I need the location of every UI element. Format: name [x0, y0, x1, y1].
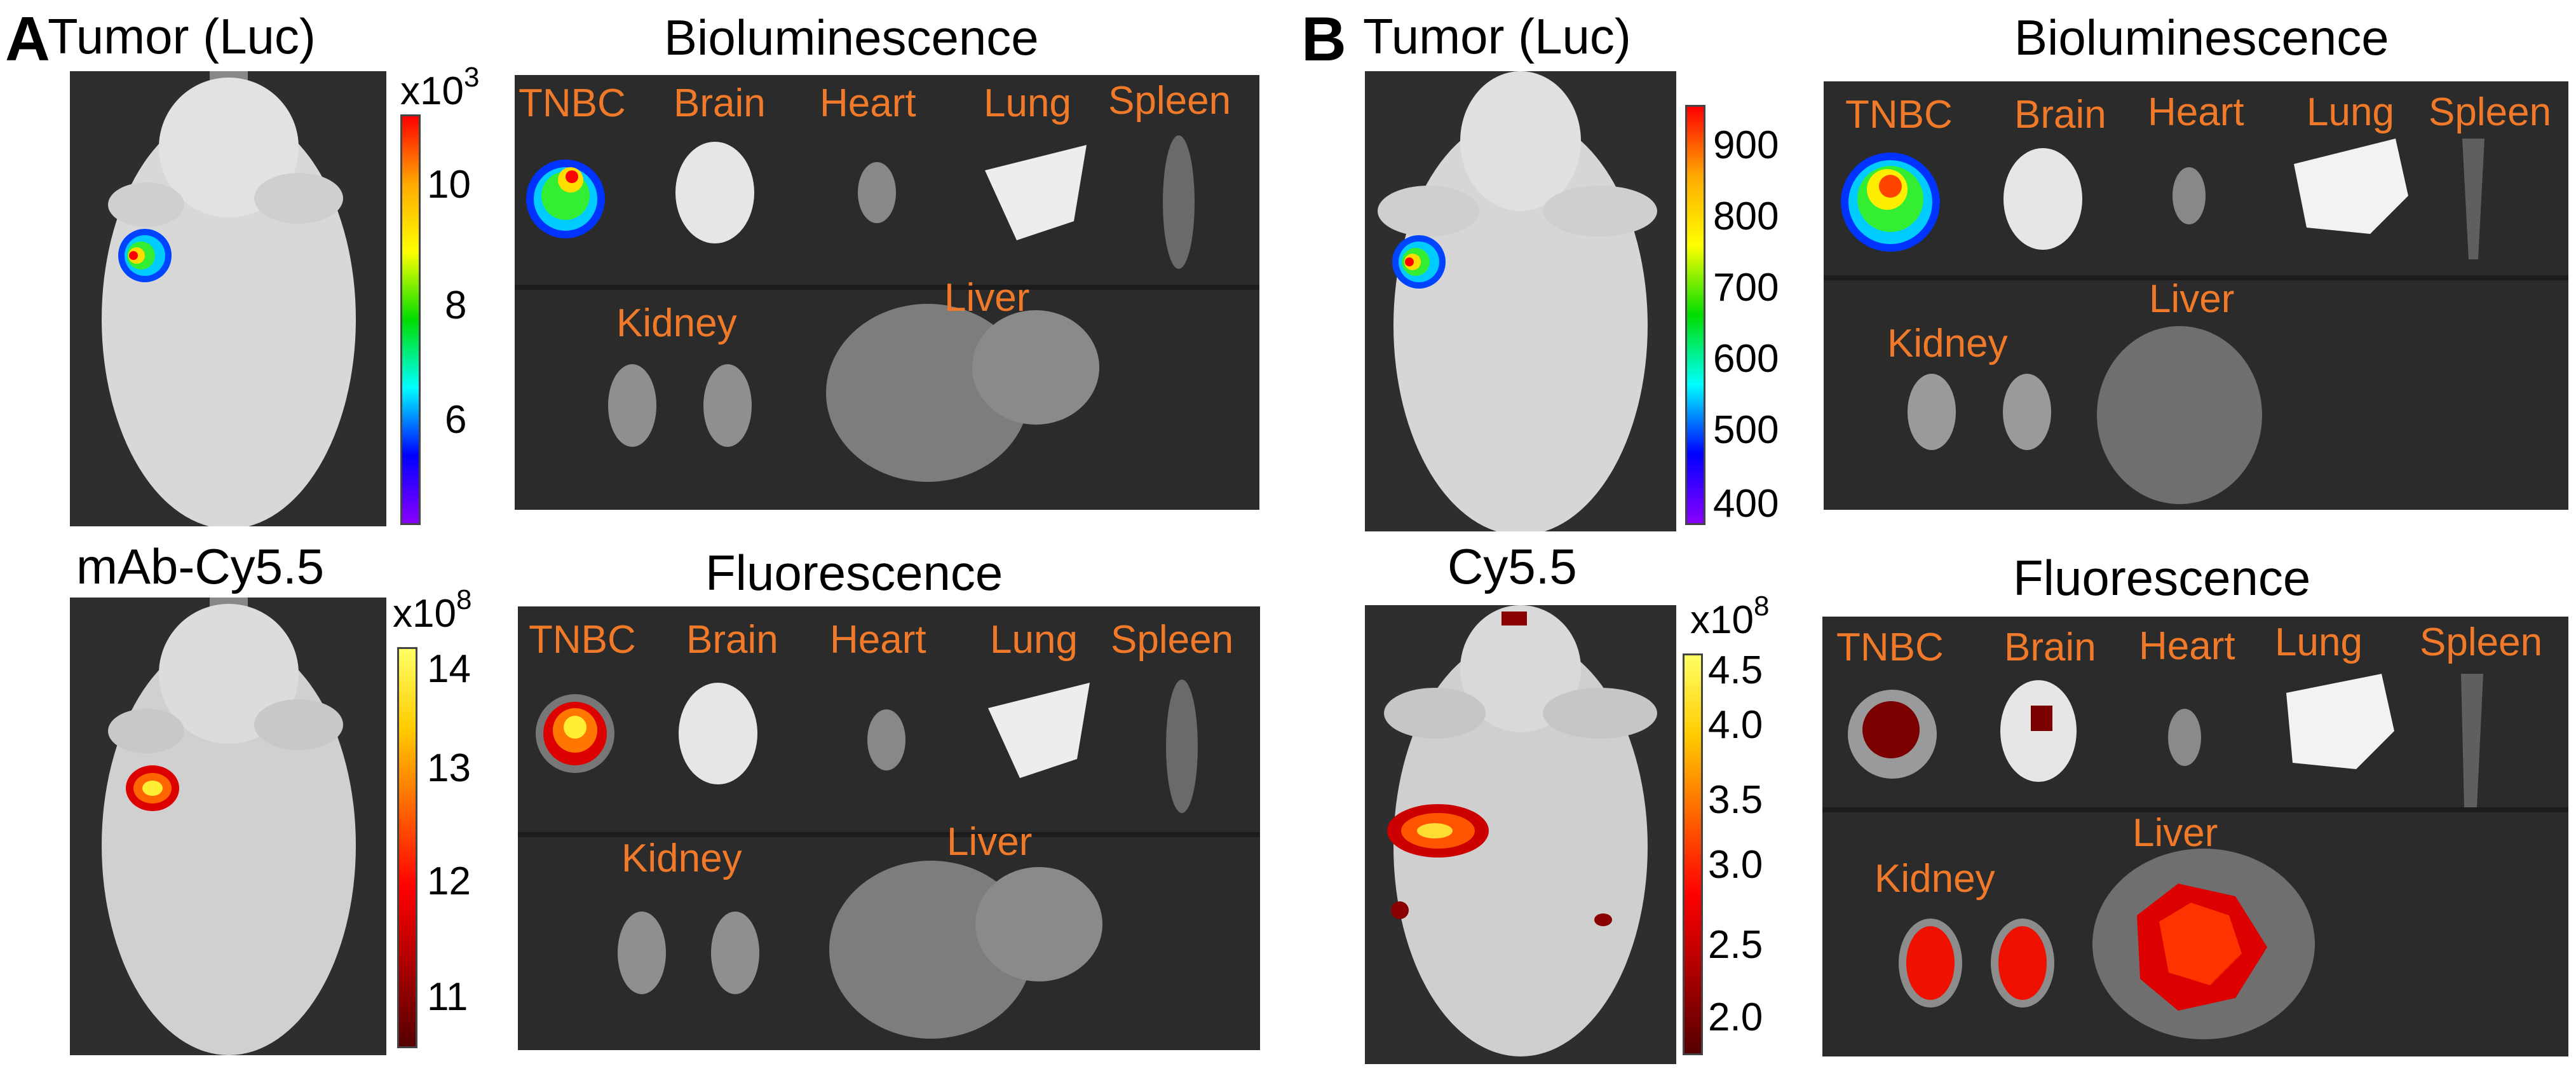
panel-b-top-label-brain: Brain	[2014, 93, 2106, 137]
panel-a-bottom-label-tnbc: TNBC	[529, 618, 636, 662]
panel-a-bottom-label-heart: Heart	[830, 618, 926, 662]
panel-b-bottom-colorbar-tick: 4.5	[1708, 648, 1763, 692]
panel-b-bottom-colorbar-exponent: x108	[1690, 591, 1770, 642]
panel-a-top-label-spleen: Spleen	[1108, 79, 1231, 123]
panel-a-bottom-organ-image	[518, 606, 1260, 1050]
panel-a-top-label-liver: Liver	[944, 276, 1030, 320]
panel-b-top-label-tnbc: TNBC	[1845, 93, 1953, 137]
panel-a-bottom-label-brain: Brain	[686, 618, 778, 662]
panel-a-top-mouse-drawing	[102, 71, 356, 526]
panel-a-bottom-colorbar-tick: 12	[427, 859, 471, 903]
panel-b-bottom-label-heart: Heart	[2139, 624, 2235, 668]
panel-a-bottom-organ-drawing	[518, 680, 1260, 1039]
panel-b-top-mouse-image	[1365, 71, 1676, 531]
panel-b-top-colorbar-tick: 700	[1713, 266, 1779, 310]
panel-a-top-label-heart: Heart	[820, 81, 916, 125]
panel-b-top-mouse-title: Tumor (Luc)	[1363, 8, 1631, 64]
panel-a-top-colorbar-exponent: x103	[400, 62, 480, 113]
panel-b-top-organ-image	[1824, 81, 2568, 510]
panel-b-top-label-spleen: Spleen	[2429, 90, 2552, 134]
panel-b-top-organ-title: Bioluminescence	[2014, 10, 2389, 65]
panel-a-bottom-mouse-title: mAb-Cy5.5	[76, 538, 325, 594]
panel-a-bottom-mouse-image	[70, 598, 386, 1055]
panel-a-top-label-kidney: Kidney	[616, 301, 737, 345]
panel-b-letter: B	[1301, 4, 1346, 74]
panel-a-top-organ-drawing	[515, 135, 1259, 482]
panel-b-bottom-label-spleen: Spleen	[2420, 620, 2543, 664]
panel-b-bottom-colorbar	[1683, 653, 1703, 1055]
panel-b-bottom-mouse-drawing	[1384, 605, 1657, 1056]
panel-a-top-colorbar-tick: 10	[427, 163, 471, 207]
panel-b-top-label-heart: Heart	[2148, 90, 2244, 134]
panel-a-bottom-label-lung: Lung	[990, 618, 1078, 662]
panel-b-bottom-organ-drawing	[1822, 674, 2568, 1039]
panel-a-top-colorbar-tick: 8	[445, 284, 467, 327]
panel-a-top-label-lung: Lung	[984, 81, 1071, 125]
panel-b-bottom-label-liver: Liver	[2132, 811, 2218, 855]
panel-b-bottom-colorbar-tick: 2.0	[1708, 995, 1763, 1039]
panel-a-bottom-colorbar	[397, 647, 417, 1048]
panel-b-top-organ-drawing	[1824, 139, 2568, 504]
panel-b-top-mouse-drawing	[1378, 71, 1657, 531]
panel-b-top-label-lung: Lung	[2307, 90, 2394, 134]
panel-b-top-colorbar	[1685, 105, 1705, 525]
panel-a-top-mouse-title: Tumor (Luc)	[48, 8, 316, 64]
panel-a-top-colorbar	[400, 114, 421, 525]
panel-a-top-organ-image	[515, 75, 1259, 510]
panel-b-top-colorbar-tick: 400	[1713, 482, 1779, 526]
panel-b-bottom-colorbar-tick: 3.0	[1708, 843, 1763, 887]
panel-a-bottom-colorbar-tick: 11	[427, 975, 468, 1019]
panel-b-top-label-liver: Liver	[2149, 277, 2235, 321]
panel-a-top-organ-title: Bioluminescence	[664, 10, 1039, 65]
panel-a-bottom-label-spleen: Spleen	[1111, 618, 1234, 662]
panel-a-top-colorbar-tick: 6	[445, 398, 467, 442]
panel-b-bottom-colorbar-tick: 4.0	[1708, 703, 1763, 747]
panel-b-bottom-organ-image	[1822, 617, 2568, 1056]
panel-b-top-colorbar-tick: 900	[1713, 123, 1779, 167]
panel-a-bottom-label-liver: Liver	[947, 820, 1033, 864]
panel-b-bottom-label-lung: Lung	[2275, 620, 2362, 664]
panel-b-bottom-label-tnbc: TNBC	[1836, 625, 1944, 669]
panel-a-bottom-label-kidney: Kidney	[621, 837, 742, 880]
panel-b-bottom-mouse-title: Cy5.5	[1447, 538, 1577, 594]
panel-a-top-label-tnbc: TNBC	[519, 81, 626, 125]
panel-a-bottom-mouse-drawing	[102, 598, 356, 1055]
panel-b-bottom-organ-title: Fluorescence	[2013, 550, 2311, 606]
panel-b-bottom-colorbar-tick: 3.5	[1708, 778, 1763, 822]
panel-a-bottom-organ-title: Fluorescence	[705, 545, 1003, 601]
panel-a-bottom-colorbar-tick: 14	[427, 647, 471, 691]
panel-a-bottom-colorbar-tick: 13	[427, 746, 471, 790]
panel-b-bottom-label-kidney: Kidney	[1874, 857, 1995, 901]
panel-b-top-colorbar-tick: 800	[1713, 195, 1779, 238]
panel-b-top-colorbar-tick: 600	[1713, 337, 1779, 381]
panel-b-top-colorbar-tick: 500	[1713, 408, 1779, 452]
panel-a-top-label-brain: Brain	[674, 81, 766, 125]
panel-a-letter: A	[5, 4, 50, 74]
panel-a-bottom-colorbar-exponent: x108	[393, 584, 472, 636]
panel-b-bottom-label-brain: Brain	[2004, 625, 2096, 669]
panel-a-top-mouse-image	[70, 71, 386, 526]
panel-b-bottom-colorbar-tick: 2.5	[1708, 923, 1763, 967]
panel-b-bottom-mouse-image	[1365, 605, 1676, 1064]
panel-b-top-label-kidney: Kidney	[1887, 322, 2008, 366]
